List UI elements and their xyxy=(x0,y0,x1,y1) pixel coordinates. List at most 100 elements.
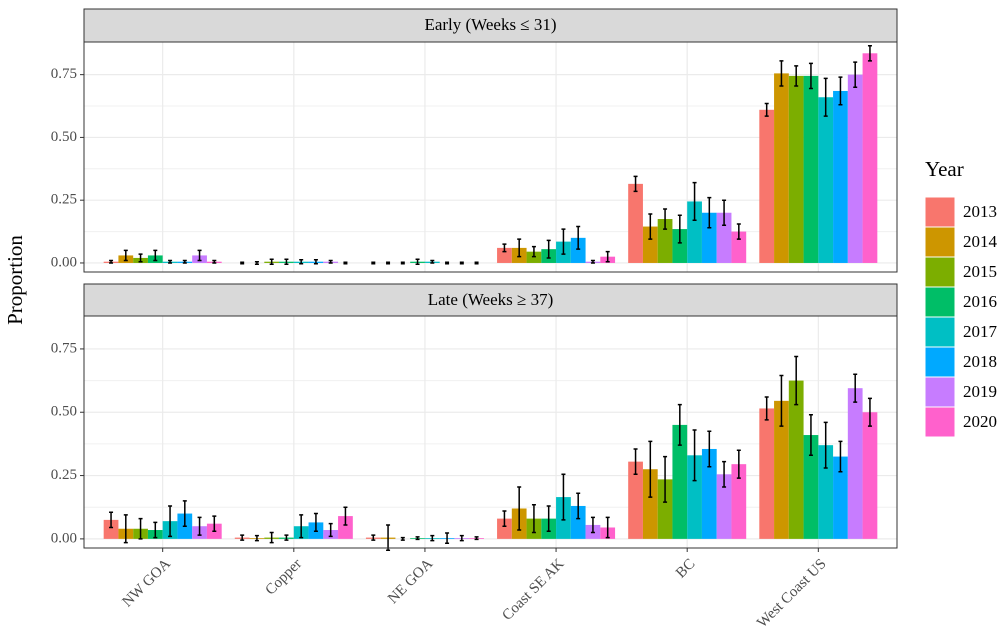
y-tick-label: 0.75 xyxy=(51,340,77,356)
error-bar xyxy=(123,249,128,262)
bar xyxy=(788,75,804,263)
panel-title: Early (Weeks ≤ 31) xyxy=(424,15,556,34)
bar xyxy=(642,469,658,539)
error-bar xyxy=(153,249,158,262)
error-bar xyxy=(794,65,799,87)
error-bar xyxy=(182,500,187,527)
error-bar xyxy=(546,239,551,259)
bar xyxy=(862,412,878,539)
error-bar xyxy=(722,199,727,227)
error-bar xyxy=(254,260,259,265)
bar xyxy=(701,212,717,263)
y-tick-label: 0.25 xyxy=(51,467,77,483)
error-bar xyxy=(779,374,784,427)
legend-key xyxy=(924,376,956,408)
error-bar xyxy=(430,534,435,542)
error-bar xyxy=(445,261,450,265)
error-bar xyxy=(299,514,304,539)
bar xyxy=(628,183,643,263)
error-bar xyxy=(794,355,799,406)
bar xyxy=(788,380,804,539)
legend-label: 2014 xyxy=(963,232,998,251)
bar xyxy=(338,516,353,539)
error-bar xyxy=(415,258,420,265)
error-bar xyxy=(400,261,405,265)
legend-label: 2016 xyxy=(963,292,997,311)
bar xyxy=(774,400,789,539)
error-bar xyxy=(707,430,712,468)
error-bar xyxy=(663,208,668,230)
error-bar xyxy=(648,213,653,240)
x-tick-label: Copper xyxy=(263,556,306,599)
error-bar xyxy=(343,506,348,526)
error-bar xyxy=(459,261,464,265)
legend-key xyxy=(924,256,956,288)
error-bar xyxy=(299,258,304,265)
error-bar xyxy=(386,524,391,552)
error-bar xyxy=(197,516,202,536)
bar xyxy=(672,229,688,263)
error-bar xyxy=(400,536,405,541)
panel-border xyxy=(83,41,898,273)
error-bar xyxy=(808,414,813,457)
error-bar xyxy=(284,534,289,541)
error-bar xyxy=(692,181,697,222)
y-axis-label: Proportion xyxy=(3,235,27,325)
error-bar xyxy=(576,225,581,250)
panel-border xyxy=(83,315,898,549)
legend-label: 2018 xyxy=(963,352,997,371)
bar xyxy=(103,519,119,539)
bar xyxy=(731,231,747,263)
legend-key xyxy=(924,286,956,318)
bar xyxy=(803,435,819,539)
legend-title: Year xyxy=(925,157,964,181)
bar xyxy=(759,408,775,539)
bar xyxy=(818,97,834,263)
bar xyxy=(803,75,819,263)
legend-key xyxy=(924,346,956,378)
bar xyxy=(731,464,747,539)
error-bar xyxy=(517,238,522,258)
y-tick-label: 0.00 xyxy=(51,254,77,270)
error-bar xyxy=(313,258,318,265)
legend-label: 2015 xyxy=(963,262,997,281)
strip xyxy=(83,8,898,43)
bar xyxy=(497,518,512,539)
bar xyxy=(833,456,848,539)
bar xyxy=(862,53,878,263)
error-bar xyxy=(123,514,128,544)
error-bar xyxy=(138,253,143,263)
bar xyxy=(701,448,717,539)
error-bar xyxy=(707,196,712,229)
error-bar xyxy=(531,503,536,534)
error-bar xyxy=(371,534,376,541)
error-bar xyxy=(823,421,828,469)
bar xyxy=(818,445,834,539)
x-tick-label: NE GOA xyxy=(385,556,436,607)
bar xyxy=(687,455,702,539)
error-bar xyxy=(138,517,143,540)
error-bar xyxy=(269,258,274,265)
error-bar xyxy=(808,62,813,90)
error-bar xyxy=(343,261,348,265)
error-bar xyxy=(576,492,581,520)
error-bar xyxy=(109,259,114,264)
error-bar xyxy=(677,214,682,244)
error-bar xyxy=(823,77,828,117)
bar xyxy=(759,109,775,263)
error-bar xyxy=(371,261,376,265)
error-bar xyxy=(212,259,217,264)
error-bar xyxy=(445,532,450,544)
legend-label: 2020 xyxy=(963,412,997,431)
error-bar xyxy=(502,510,507,527)
error-bar xyxy=(590,259,595,264)
error-bar xyxy=(212,515,217,533)
bar xyxy=(687,201,702,263)
error-bar xyxy=(328,259,333,264)
error-bar xyxy=(677,403,682,446)
bar xyxy=(497,247,512,263)
bar xyxy=(642,226,658,263)
error-bar xyxy=(430,259,435,264)
error-bar xyxy=(240,534,245,541)
x-tick-label: Coast SE AK xyxy=(499,556,567,624)
